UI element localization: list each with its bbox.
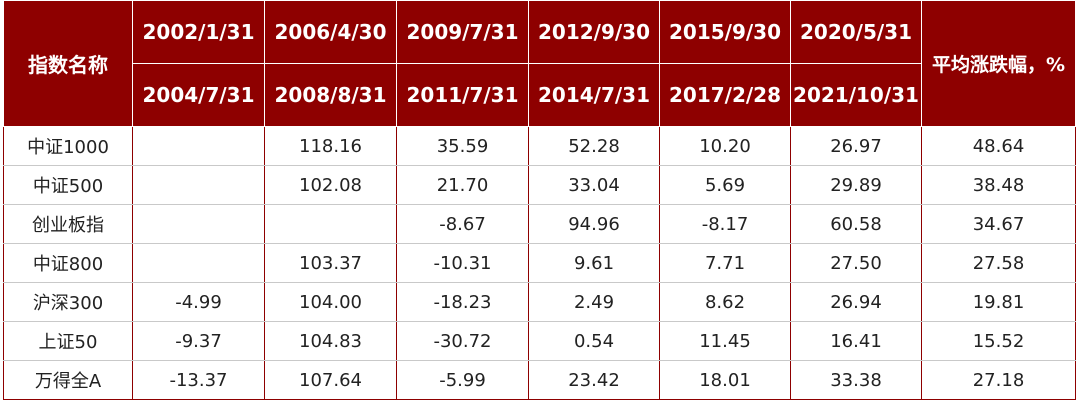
- index-name-cell: 万得全A: [3, 360, 133, 400]
- value-cell: 29.89: [790, 165, 922, 205]
- header-row-end: 2004/7/31 2008/8/31 2011/7/31 2014/7/31 …: [4, 63, 1076, 127]
- value-cell: [132, 165, 265, 205]
- value-cell: [264, 204, 397, 244]
- table-row: 沪深300 -4.99 104.00 -18.23 2.49 8.62 26.9…: [3, 282, 1076, 322]
- index-returns-table: 指数名称 2002/1/31 2006/4/30 2009/7/31 2012/…: [3, 0, 1076, 400]
- table-row: 万得全A -13.37 107.64 -5.99 23.42 18.01 33.…: [3, 360, 1076, 400]
- value-cell: 118.16: [264, 126, 397, 166]
- period-start-header: 2009/7/31: [396, 0, 529, 64]
- table-row: 上证50 -9.37 104.83 -30.72 0.54 11.45 16.4…: [3, 321, 1076, 361]
- index-name-cell: 中证1000: [3, 126, 133, 166]
- value-cell: -30.72: [396, 321, 529, 361]
- value-cell: 10.20: [659, 126, 791, 166]
- period-end-header: 2017/2/28: [659, 63, 791, 127]
- value-cell: -4.99: [132, 282, 265, 322]
- period-start-header: 2012/9/30: [528, 0, 660, 64]
- period-end-header: 2011/7/31: [396, 63, 529, 127]
- period-end-header: 2014/7/31: [528, 63, 660, 127]
- average-cell: 34.67: [921, 204, 1076, 244]
- value-cell: 27.50: [790, 243, 922, 283]
- average-cell: 48.64: [921, 126, 1076, 166]
- value-cell: 104.83: [264, 321, 397, 361]
- value-cell: [132, 126, 265, 166]
- average-cell: 38.48: [921, 165, 1076, 205]
- value-cell: 52.28: [528, 126, 660, 166]
- value-cell: 26.94: [790, 282, 922, 322]
- period-end-header: 2008/8/31: [264, 63, 397, 127]
- value-cell: 103.37: [264, 243, 397, 283]
- index-name-cell: 沪深300: [3, 282, 133, 322]
- period-end-header: 2021/10/31: [790, 63, 922, 127]
- value-cell: [132, 204, 265, 244]
- value-cell: 60.58: [790, 204, 922, 244]
- table-row: 中证800 103.37 -10.31 9.61 7.71 27.50 27.5…: [3, 243, 1076, 283]
- value-cell: 5.69: [659, 165, 791, 205]
- index-name-header: 指数名称: [3, 0, 133, 127]
- average-cell: 19.81: [921, 282, 1076, 322]
- value-cell: -18.23: [396, 282, 529, 322]
- value-cell: 2.49: [528, 282, 660, 322]
- index-name-cell: 中证800: [3, 243, 133, 283]
- value-cell: 9.61: [528, 243, 660, 283]
- average-cell: 27.58: [921, 243, 1076, 283]
- value-cell: -8.67: [396, 204, 529, 244]
- value-cell: 107.64: [264, 360, 397, 400]
- table-row: 中证1000 118.16 35.59 52.28 10.20 26.97 48…: [3, 126, 1076, 166]
- value-cell: -10.31: [396, 243, 529, 283]
- index-name-cell: 中证500: [3, 165, 133, 205]
- index-name-cell: 创业板指: [3, 204, 133, 244]
- value-cell: 18.01: [659, 360, 791, 400]
- table-row: 中证500 102.08 21.70 33.04 5.69 29.89 38.4…: [3, 165, 1076, 205]
- value-cell: -8.17: [659, 204, 791, 244]
- value-cell: 23.42: [528, 360, 660, 400]
- value-cell: 8.62: [659, 282, 791, 322]
- header-row-start: 指数名称 2002/1/31 2006/4/30 2009/7/31 2012/…: [3, 0, 1076, 127]
- value-cell: 26.97: [790, 126, 922, 166]
- value-cell: -9.37: [132, 321, 265, 361]
- value-cell: 33.04: [528, 165, 660, 205]
- value-cell: -13.37: [132, 360, 265, 400]
- index-name-cell: 上证50: [3, 321, 133, 361]
- average-cell: 27.18: [921, 360, 1076, 400]
- value-cell: 35.59: [396, 126, 529, 166]
- period-start-header: 2020/5/31: [790, 0, 922, 64]
- value-cell: 11.45: [659, 321, 791, 361]
- value-cell: 104.00: [264, 282, 397, 322]
- value-cell: 16.41: [790, 321, 922, 361]
- value-cell: [132, 243, 265, 283]
- period-end-header: 2004/7/31: [132, 63, 265, 127]
- value-cell: 33.38: [790, 360, 922, 400]
- value-cell: 0.54: [528, 321, 660, 361]
- value-cell: 21.70: [396, 165, 529, 205]
- table-row: 创业板指 -8.67 94.96 -8.17 60.58 34.67: [3, 204, 1076, 244]
- average-change-header: 平均涨跌幅，%: [921, 0, 1076, 127]
- average-cell: 15.52: [921, 321, 1076, 361]
- period-start-header: 2015/9/30: [659, 0, 791, 64]
- value-cell: 102.08: [264, 165, 397, 205]
- value-cell: 7.71: [659, 243, 791, 283]
- value-cell: 94.96: [528, 204, 660, 244]
- period-start-header: 2002/1/31: [132, 0, 265, 64]
- value-cell: -5.99: [396, 360, 529, 400]
- table-body: 中证1000 118.16 35.59 52.28 10.20 26.97 48…: [3, 126, 1076, 400]
- period-start-header: 2006/4/30: [264, 0, 397, 64]
- table-header: 指数名称 2002/1/31 2006/4/30 2009/7/31 2012/…: [3, 0, 1076, 127]
